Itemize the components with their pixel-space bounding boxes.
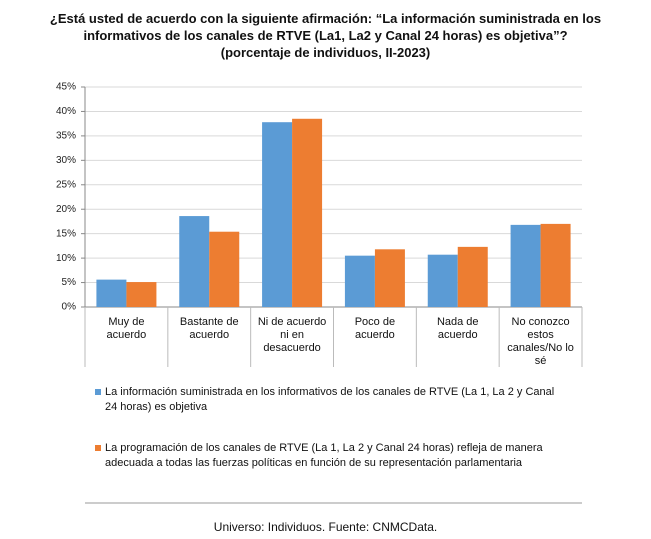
y-tick-label: 0% — [62, 302, 77, 313]
bar — [209, 231, 240, 307]
bar — [374, 249, 405, 307]
bar — [540, 223, 571, 307]
bar — [292, 118, 323, 308]
bar — [126, 282, 157, 307]
y-tick-label: 10% — [56, 253, 76, 264]
y-tick-label: 45% — [56, 82, 76, 93]
y-tick-label: 35% — [56, 131, 76, 142]
bar — [510, 224, 541, 307]
y-tick-label: 25% — [56, 179, 76, 190]
x-tick-label: Muy de acuerdo — [106, 316, 147, 341]
chart-title: ¿Está usted de acuerdo con la siguiente … — [49, 11, 602, 43]
chart-subtitle: (porcentaje de individuos, II-2023) — [220, 45, 431, 60]
legend-label: La información suministrada en los infor… — [105, 386, 555, 413]
legend-entry: La información suministrada en los infor… — [95, 385, 555, 415]
legend-marker — [95, 389, 101, 395]
legend-marker — [95, 445, 101, 451]
y-tick-label: 40% — [56, 106, 76, 117]
bar — [344, 255, 375, 307]
x-tick-label: No conozco estos canales/No lo sé — [507, 316, 574, 367]
bar — [427, 254, 458, 307]
x-tick-label: Poco de acuerdo — [354, 316, 396, 341]
x-tick-label: Bastante de acuerdo — [179, 316, 239, 341]
y-tick-label: 30% — [56, 155, 76, 166]
legend-label: La programación de los canales de RTVE (… — [105, 442, 543, 469]
bar — [262, 122, 293, 307]
x-tick-label: Ni de acuerdo ni en desacuerdo — [257, 316, 327, 354]
y-tick-label: 20% — [56, 204, 76, 215]
legend-entry: La programación de los canales de RTVE (… — [95, 441, 555, 471]
bar — [96, 279, 127, 307]
bar — [457, 246, 488, 307]
y-tick-label: 15% — [56, 228, 76, 239]
y-tick-label: 5% — [62, 277, 77, 288]
bar — [179, 216, 210, 307]
x-tick-label: Nada de acuerdo — [436, 316, 479, 341]
source-note: Universo: Individuos. Fuente: CNMCData. — [213, 520, 438, 534]
title-block: ¿Está usted de acuerdo con la siguiente … — [20, 10, 631, 61]
